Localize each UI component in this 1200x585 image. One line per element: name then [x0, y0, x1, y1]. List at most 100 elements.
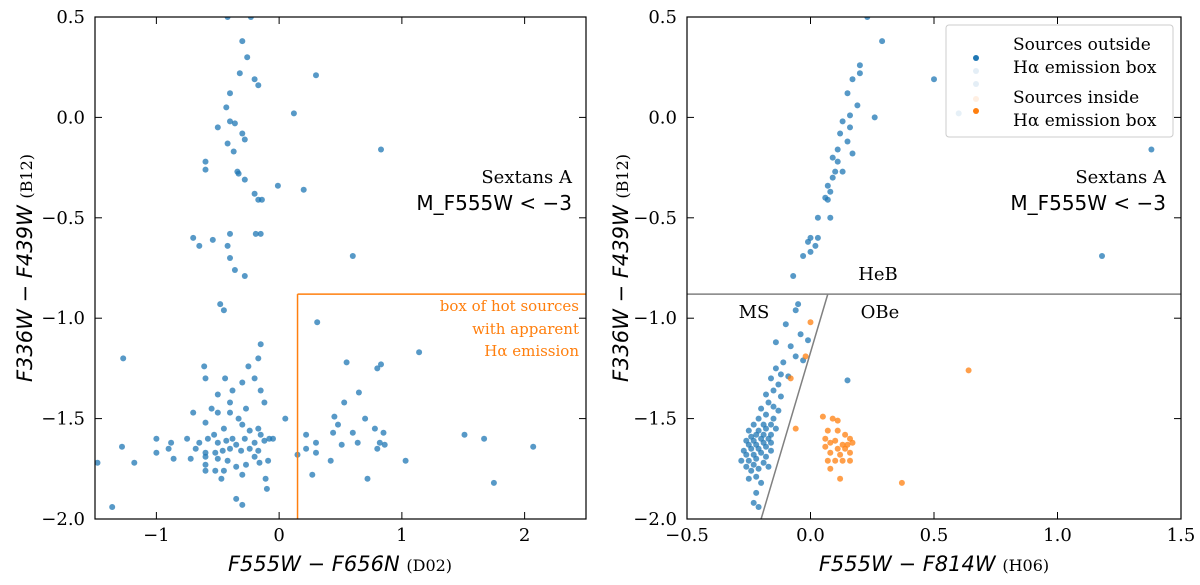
data-point-1 [792, 425, 799, 432]
data-point [765, 399, 772, 406]
data-point [792, 307, 799, 314]
data-point-1 [807, 319, 814, 326]
data-point [243, 405, 249, 412]
data-point [871, 114, 878, 121]
left-emission-box [296, 293, 586, 519]
region-label-ms: MS [739, 302, 770, 323]
data-point [376, 439, 383, 446]
data-point [202, 166, 209, 173]
data-point [290, 110, 297, 117]
data-point [758, 449, 765, 456]
data-point [201, 363, 208, 370]
data-point [251, 453, 258, 460]
data-point [380, 429, 387, 436]
data-point [196, 439, 203, 446]
data-point [879, 38, 886, 45]
data-point [839, 168, 846, 175]
left-galaxy-annotation: Sextans A [481, 167, 573, 188]
data-point [153, 435, 160, 442]
data-point [241, 136, 248, 143]
data-point [95, 459, 101, 466]
left-x-tick-labels: −1 0 1 2 [143, 525, 530, 546]
x-tick-label: 0.0 [796, 525, 825, 546]
data-point-1 [834, 427, 841, 434]
data-point [768, 375, 774, 382]
data-point [775, 407, 782, 414]
data-point [252, 230, 259, 237]
data-point [834, 158, 841, 165]
data-point [349, 253, 356, 259]
data-point [239, 130, 246, 137]
data-point [241, 435, 248, 442]
data-point [750, 461, 757, 468]
data-point [770, 387, 777, 394]
data-point [202, 453, 209, 460]
left-y-axis-label: F336W − F439W (B12) [13, 154, 37, 382]
data-point [209, 236, 216, 243]
data-point [824, 196, 831, 203]
data-point [847, 112, 853, 119]
data-point [381, 441, 388, 448]
right-magnitude-cut-annotation: M_F555W < −3 [1010, 191, 1166, 215]
data-point [211, 431, 218, 438]
data-point [202, 449, 209, 456]
legend-entry-outside-line-2: Hα emission box [1013, 58, 1157, 78]
data-point [229, 435, 236, 442]
data-point [792, 353, 799, 360]
data-point [745, 427, 752, 434]
data-point [202, 467, 209, 474]
data-point [313, 72, 319, 79]
data-point [745, 457, 752, 464]
data-point-1 [834, 445, 841, 452]
data-point [768, 439, 774, 446]
data-point [354, 439, 361, 446]
data-point-1 [832, 437, 839, 444]
data-point [224, 457, 231, 464]
box-label-line-1: box of hot sources [440, 297, 579, 315]
data-point [212, 467, 219, 474]
data-point [844, 377, 851, 384]
legend-marker-inside-faded [973, 96, 979, 102]
data-point [777, 393, 784, 400]
data-point [772, 339, 779, 346]
data-point [244, 54, 251, 61]
data-point [805, 337, 811, 344]
data-point [192, 445, 199, 452]
data-point [844, 138, 851, 145]
data-point [461, 431, 468, 438]
data-point [239, 421, 246, 428]
data-point [220, 425, 227, 432]
left-panel: −1 0 1 2 0.5 0.0 −0.5 −1.0 −1.5 −2.0 box of hot … [13, 7, 587, 576]
data-point [364, 475, 371, 482]
legend-marker-outside [973, 55, 979, 61]
left-x-axis-label: F555W − F656N (D02) [228, 552, 452, 576]
data-point-1 [827, 449, 834, 456]
data-point [251, 76, 258, 83]
region-label-obe: OBe [861, 302, 900, 323]
x-tick-label: 1 [396, 525, 407, 546]
data-point [223, 437, 230, 444]
data-point [255, 425, 262, 432]
data-point-1 [822, 435, 829, 442]
data-point [238, 447, 245, 454]
data-point-1 [824, 457, 831, 464]
data-point [212, 449, 219, 456]
data-point [165, 445, 172, 452]
data-point [224, 140, 231, 147]
data-point-1 [832, 457, 839, 464]
data-point [219, 447, 226, 454]
data-point [230, 148, 237, 155]
right-y-axis-label: F336W − F439W (B12) [609, 154, 633, 382]
data-point [227, 445, 233, 452]
data-point [849, 76, 856, 83]
data-point [202, 419, 209, 426]
data-point [772, 365, 779, 372]
data-point [805, 238, 811, 245]
data-point [341, 399, 348, 406]
x-tick-label: 0 [273, 525, 284, 546]
data-point [834, 146, 841, 153]
data-point [827, 188, 834, 195]
data-point [131, 459, 138, 466]
data-point [256, 459, 263, 466]
data-point [854, 102, 861, 109]
